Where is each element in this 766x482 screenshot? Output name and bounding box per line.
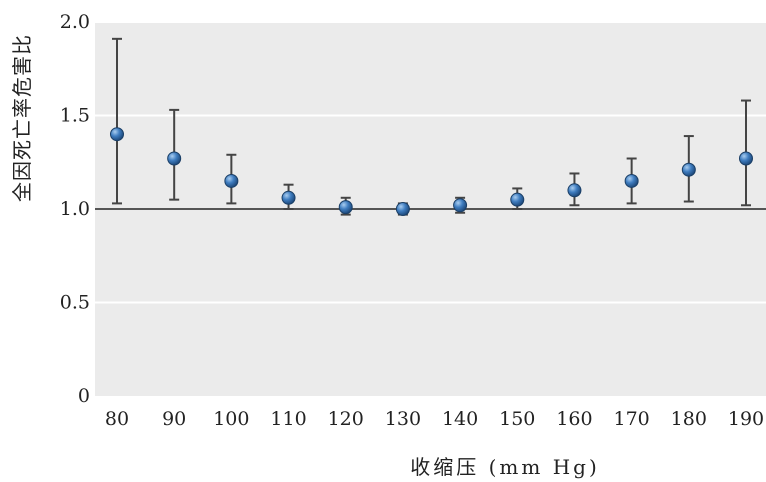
- data-point: [739, 151, 753, 166]
- y-tick-label: 0: [78, 385, 90, 407]
- data-point: [338, 200, 353, 215]
- data-point: [567, 183, 582, 198]
- x-tick-label: 160: [556, 408, 592, 430]
- data-point: [510, 192, 525, 207]
- x-axis-label: 收缩压 (mm Hg): [410, 455, 600, 479]
- x-tick-label: 80: [105, 408, 129, 430]
- y-tick-label: 0.5: [60, 292, 90, 314]
- x-tick-label: 180: [671, 408, 707, 430]
- y-axis-ticks: 0 0.5 1.0 1.5 2.0: [60, 11, 90, 407]
- x-tick-label: 130: [385, 408, 421, 430]
- data-point: [167, 151, 182, 166]
- y-tick-label: 1.5: [60, 105, 90, 127]
- y-tick-label: 2.0: [60, 11, 90, 33]
- x-tick-label: 110: [270, 408, 306, 430]
- data-point: [281, 190, 296, 205]
- x-tick-label: 100: [213, 408, 249, 430]
- y-tick-label: 1.0: [60, 198, 90, 220]
- y-axis-label: 全因死亡率危害比: [10, 34, 34, 202]
- x-tick-label: 170: [614, 408, 650, 430]
- data-point: [224, 173, 239, 188]
- x-tick-label: 190: [728, 408, 764, 430]
- x-tick-label: 150: [499, 408, 535, 430]
- data-point: [624, 173, 639, 188]
- x-tick-label: 140: [442, 408, 478, 430]
- data-point: [395, 202, 410, 216]
- data-point: [453, 198, 468, 213]
- x-tick-label: 120: [328, 408, 364, 430]
- x-tick-label: 90: [162, 408, 186, 430]
- data-point: [681, 162, 696, 177]
- data-points: [110, 37, 753, 216]
- x-axis-ticks: 80 90 100 110 120 130 140 150 160 170 180 190: [105, 408, 764, 430]
- grid-lines: [95, 21, 766, 304]
- data-point: [110, 127, 124, 142]
